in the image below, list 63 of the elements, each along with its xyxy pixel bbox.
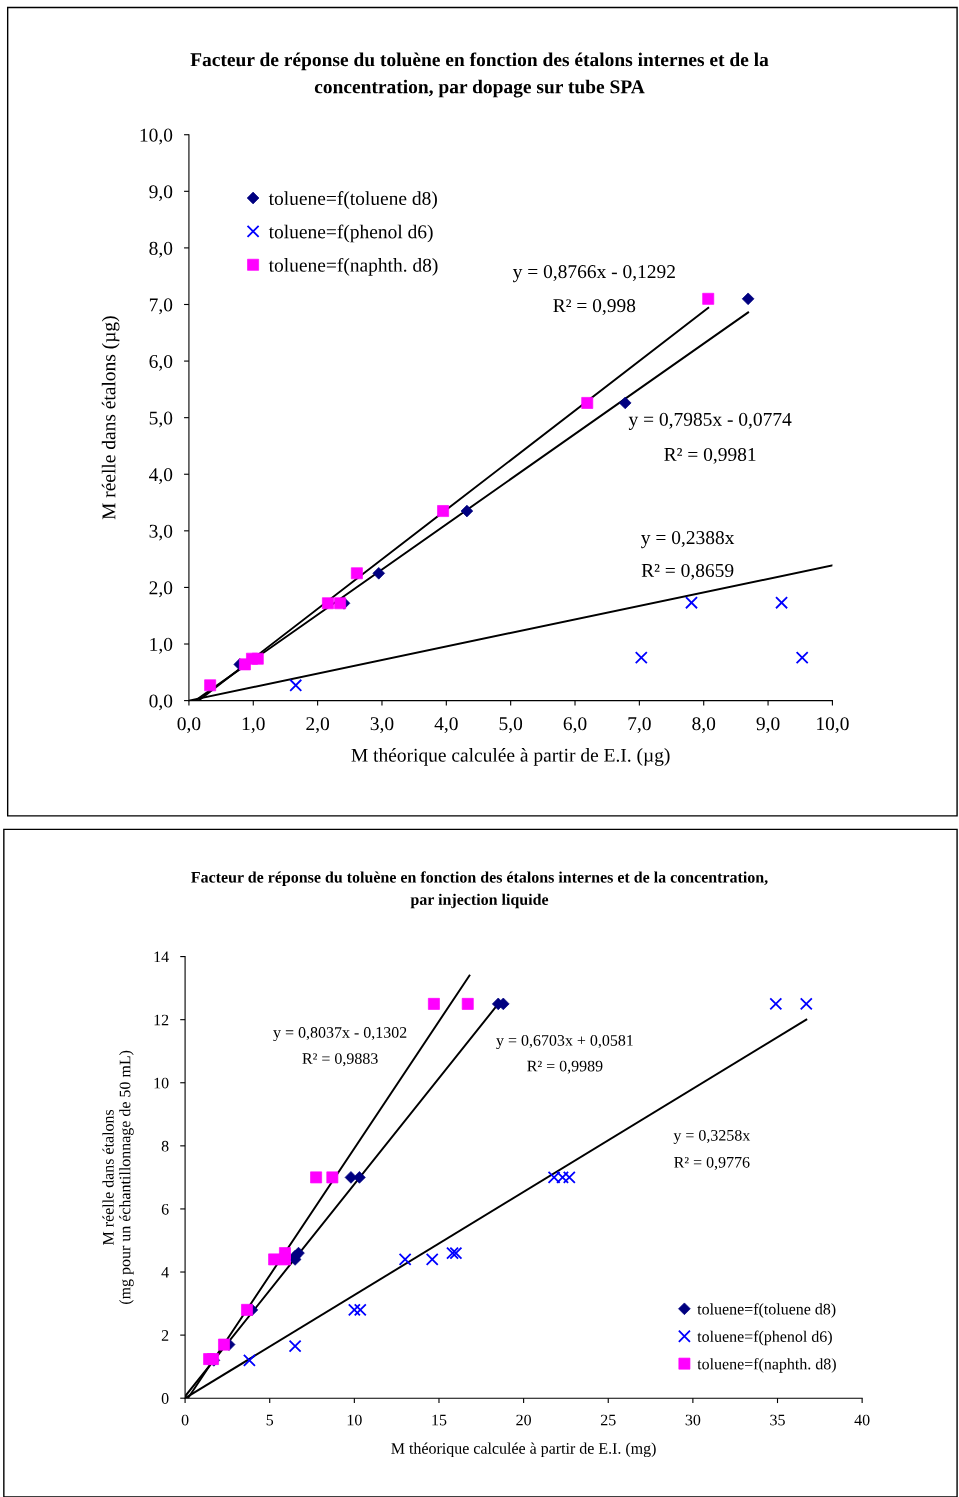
x-tick-label: 3,0 <box>370 717 394 734</box>
x-tick-label: 30 <box>685 1414 701 1426</box>
x-tick-label: 40 <box>854 1414 870 1426</box>
x-tick-label: 20 <box>516 1414 531 1426</box>
x-tick-label: 15 <box>432 1414 447 1426</box>
legend-label: toluene=f(toluene d8) <box>268 191 437 209</box>
chart-title: Facteur de réponse du toluène en fonction des étalons internes et de la concentration, par dopage sur tube SPA <box>190 52 769 98</box>
y-tick-label: 14 <box>154 951 169 963</box>
y-axis-title: M réelle dans étalons (µg) <box>101 316 120 520</box>
y-tick-label: 8 <box>161 1140 169 1152</box>
x-tick-label: 6,0 <box>563 717 587 734</box>
x-tick-label: 8,0 <box>692 717 716 734</box>
annotation: R² = 0,9776 <box>674 1156 750 1170</box>
x-tick-label: 7,0 <box>628 717 651 734</box>
legend-label: toluene=f(naphth. d8) <box>268 257 438 276</box>
y-tick-label: 2 <box>161 1330 169 1341</box>
annotation: y = 0,6703x + 0,0581 <box>496 1034 633 1050</box>
y-tick-label: 6 <box>161 1203 169 1215</box>
chart-title: Facteur de réponse du toluène en fonction des étalons internes et de la concentration, par injection liquide <box>191 871 768 909</box>
y-tick-label: 5,0 <box>149 411 173 428</box>
y-tick-label: 0 <box>161 1393 169 1404</box>
annotation: y = 0,7985x - 0,0774 <box>628 412 792 430</box>
x-tick-label: 0 <box>181 1414 189 1426</box>
x-tick-label: 4,0 <box>434 717 458 734</box>
x-tick-label: 2,0 <box>306 717 330 734</box>
y-tick-label: 6,0 <box>149 354 173 371</box>
annotation: y = 0,8766x - 0,1292 <box>512 265 675 283</box>
annotation: R² = 0,9883 <box>302 1053 378 1067</box>
annotation: R² = 0,9989 <box>527 1060 603 1074</box>
x-tick-label: 5 <box>266 1414 274 1426</box>
x-tick-label: 9,0 <box>756 717 780 734</box>
y-tick-label: 9,0 <box>149 185 173 202</box>
x-tick-label: 1,0 <box>242 717 265 734</box>
x-tick-label: 10,0 <box>817 717 849 734</box>
annotation: y = 0,2388x <box>641 531 735 549</box>
x-axis-title: M théorique calculée à partir de E.I. (µg) <box>351 748 670 766</box>
x-tick-label: 10 <box>347 1414 362 1426</box>
y-tick-label: 3,0 <box>149 524 173 541</box>
y-axis-title: M réelle dans étalons (mg pour un échantillonnage de 50 mL) <box>102 1050 134 1304</box>
y-tick-label: 7,0 <box>149 298 173 315</box>
x-tick-label: 5,0 <box>499 717 523 734</box>
y-tick-label: 2,0 <box>149 581 173 598</box>
y-tick-label: 0,0 <box>149 694 173 711</box>
annotation: R² = 0,998 <box>553 299 636 315</box>
annotation: y = 0,3258x <box>673 1129 751 1144</box>
x-tick-label: 35 <box>770 1414 785 1426</box>
x-tick-label: 25 <box>600 1414 616 1426</box>
legend-label: toluene=f(toluene d8) <box>697 1303 836 1318</box>
annotation: R² = 0,9981 <box>664 447 756 464</box>
y-tick-label: 12 <box>154 1014 169 1026</box>
legend-label: toluene=f(naphth. d8) <box>697 1358 836 1373</box>
y-tick-label: 4,0 <box>149 468 173 484</box>
x-axis-title: M théorique calculée à partir de E.I. (mg) <box>391 1442 656 1458</box>
y-tick-label: 10 <box>154 1077 169 1089</box>
annotation: y = 0,8037x - 0,1302 <box>273 1027 407 1042</box>
y-tick-label: 1,0 <box>150 637 173 654</box>
y-tick-label: 10,0 <box>140 128 173 145</box>
y-tick-label: 4 <box>161 1267 169 1278</box>
legend-label: toluene=f(phenol d6) <box>697 1330 832 1346</box>
x-tick-label: 0,0 <box>177 717 201 734</box>
y-tick-label: 8,0 <box>149 241 173 258</box>
annotation: R² = 0,8659 <box>641 563 734 580</box>
legend-label: toluene=f(phenol d6) <box>268 224 433 243</box>
